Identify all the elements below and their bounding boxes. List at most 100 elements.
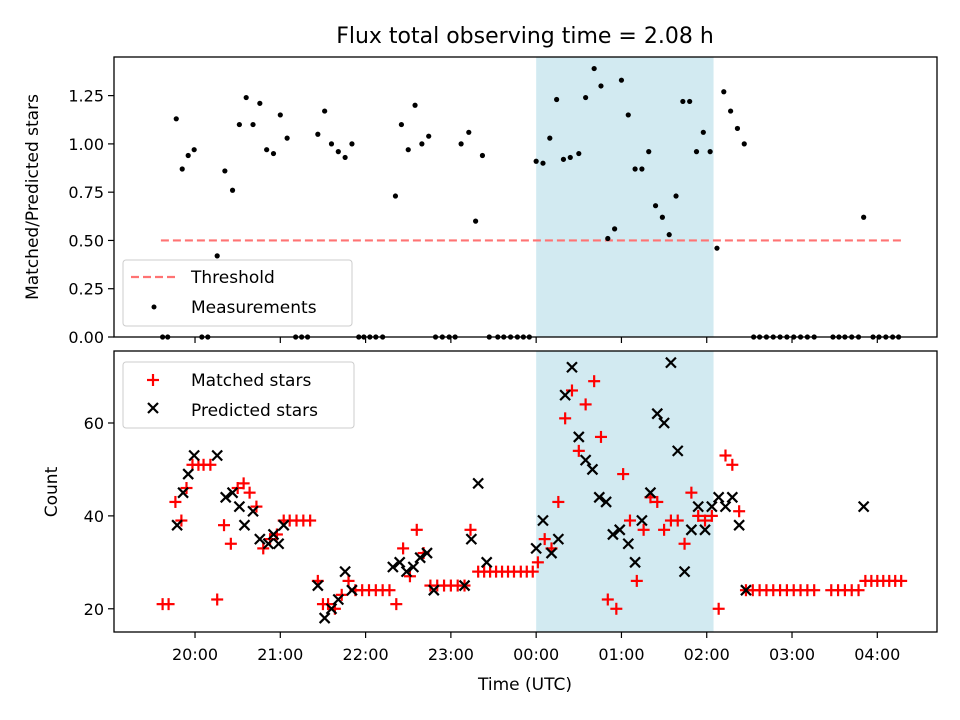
y-tick-label: 1.25 xyxy=(68,87,104,106)
matched-stars-point xyxy=(630,574,643,587)
predicted-stars-point xyxy=(262,537,275,550)
measurements-point xyxy=(734,125,741,132)
count-plot-frame xyxy=(113,350,938,633)
y-tick-label: 1.00 xyxy=(68,135,104,154)
measurements-point xyxy=(591,65,597,72)
chart-title: Flux total observing time = 2.08 h xyxy=(336,24,714,49)
legend-predicted-swatch xyxy=(147,402,159,414)
y-tick-label: 40 xyxy=(84,507,104,526)
matched-stars-point xyxy=(671,514,684,527)
predicted-stars-point xyxy=(428,584,440,596)
measurements-point xyxy=(700,129,706,135)
predicted-stars-point xyxy=(332,593,345,606)
measurements-point xyxy=(229,187,236,193)
matched-stars-point xyxy=(719,449,732,462)
legend-box-count xyxy=(122,361,355,429)
matched-stars-point xyxy=(531,556,544,569)
measurements-point xyxy=(270,150,277,157)
measurements-point xyxy=(412,102,418,108)
matched-stars-point xyxy=(579,398,592,411)
legend-measurements-label: Measurements xyxy=(191,298,317,318)
y-axis-label-ratio: Matched/Predicted stars xyxy=(23,94,43,300)
measurements-point xyxy=(659,214,665,220)
predicted-stars-point xyxy=(593,491,606,504)
matched-stars-point xyxy=(808,584,821,597)
predicted-stars-point xyxy=(318,612,331,624)
matched-stars-point xyxy=(852,584,865,597)
measurements-point xyxy=(646,149,652,155)
predicted-stars-point xyxy=(607,528,619,541)
measurements-point xyxy=(583,94,589,101)
measurements-point xyxy=(567,154,573,161)
predicted-stars-point xyxy=(414,551,426,564)
predicted-stars-point xyxy=(692,500,704,513)
measurements-point xyxy=(639,166,645,172)
matched-stars-point xyxy=(651,495,664,508)
measurements-point xyxy=(315,131,321,137)
measurements-point xyxy=(666,232,672,238)
predicted-stars-point xyxy=(177,486,189,499)
matched-stars-point xyxy=(218,519,231,532)
predicted-stars-point xyxy=(339,565,351,578)
predicted-stars-point xyxy=(712,491,725,504)
x-tick-label: 01:00 xyxy=(598,645,644,664)
matched-stars-point xyxy=(410,523,423,536)
legend-measurements-swatch xyxy=(151,304,157,310)
matched-stars-point xyxy=(237,477,250,490)
predicted-stars-point xyxy=(387,561,399,573)
predicted-stars-point xyxy=(613,524,626,536)
measurements-point xyxy=(236,121,242,128)
matched-stars-point xyxy=(594,430,607,443)
predicted-stars-point xyxy=(719,500,732,513)
matched-stars-point xyxy=(733,505,746,518)
legend-matched-swatch xyxy=(147,374,159,386)
predicted-stars-point xyxy=(678,565,691,578)
matched-stars-point xyxy=(397,542,410,555)
measurements-point xyxy=(458,141,464,147)
predicted-stars-point xyxy=(685,524,698,536)
measurements-point xyxy=(673,193,679,199)
matched-stars-point xyxy=(699,514,712,527)
matched-stars-point xyxy=(464,523,477,536)
predicted-stars-point xyxy=(671,445,684,457)
measurements-point xyxy=(625,112,631,118)
y-tick-label: 0.00 xyxy=(68,328,104,347)
legend-predicted-label: Predicted stars xyxy=(191,401,318,421)
ratio-panel: 0.00 0.25 0.50 0.75 1.00 1.25 Matched/Predict… xyxy=(23,56,938,347)
matched-stars-point xyxy=(712,602,725,615)
observing-window-band xyxy=(536,351,714,632)
predicted-stars-point xyxy=(566,361,578,374)
matched-stars-point xyxy=(623,514,636,527)
predicted-stars-point xyxy=(325,602,338,615)
predicted-stars-point xyxy=(480,556,493,569)
measurements-point xyxy=(185,152,191,159)
matched-stars-point xyxy=(538,533,551,546)
predicted-stars-point xyxy=(658,417,670,429)
predicted-stars-point xyxy=(277,519,290,531)
measurements-point xyxy=(426,133,432,139)
measurements-point xyxy=(179,166,185,172)
matched-stars-point xyxy=(526,565,539,578)
measurements-point xyxy=(250,121,256,128)
predicted-stars-point xyxy=(629,556,641,569)
measurements-point xyxy=(728,108,734,114)
predicted-stars-point xyxy=(421,547,433,559)
predicted-stars-point xyxy=(233,500,246,513)
matched-stars-point xyxy=(552,495,565,508)
predicted-stars-point xyxy=(665,356,677,369)
x-tick-label: 20:00 xyxy=(172,645,218,664)
ratio-plot-frame xyxy=(113,56,938,338)
y-tick-label: 0.75 xyxy=(68,183,104,202)
matched-stars-point xyxy=(162,598,175,611)
predicted-stars-point xyxy=(586,463,599,476)
measurements-point xyxy=(398,121,405,128)
measurements-point xyxy=(547,135,553,141)
predicted-stars-point xyxy=(188,449,200,462)
measurements-point xyxy=(392,193,399,199)
measurements-point xyxy=(191,147,197,153)
predicted-stars-point xyxy=(552,533,565,545)
matched-stars-point xyxy=(895,574,908,587)
x-tick-label: 04:00 xyxy=(854,645,900,664)
measurements-point xyxy=(707,149,713,155)
